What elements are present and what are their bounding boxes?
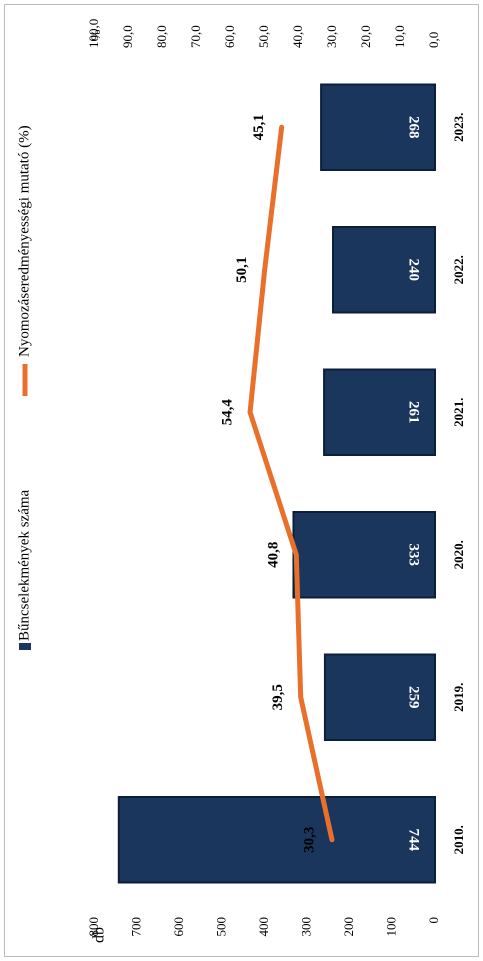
legend-label: Bűncselekmények száma [16,489,32,641]
line-value-label: 30,3 [301,827,317,853]
bar-value-label: 261 [406,401,422,424]
bar-value-label: 333 [406,544,422,567]
y-tick-label: 700 [128,917,143,937]
y2-tick-label: 30,0 [324,25,339,48]
bar [323,653,436,741]
y-tick-label: 200 [341,917,356,937]
bar [117,796,437,884]
bar [320,83,437,171]
x-tick-label: 2021. [451,398,466,427]
y2-tick-label: 100,0 [86,19,101,48]
bar-value-label: 259 [406,686,422,709]
line-value-label: 54,4 [219,399,235,426]
bar [332,226,436,314]
bar-value-label: 240 [406,259,422,282]
bar-value-label: 744 [406,829,422,852]
bar [292,511,436,599]
y-tick-label: 300 [298,917,313,937]
y-tick-label: 600 [171,917,186,937]
x-tick-label: 2010. [451,825,466,854]
y2-tick-label: 10,0 [392,25,407,48]
line-value-label: 40,8 [266,542,282,568]
legend-label: Nyomozáseredményességi mutató (%) [16,125,32,357]
y-tick-label: 500 [213,917,228,937]
y2-tick-label: 50,0 [256,25,271,48]
legend-swatch [19,643,31,650]
y2-tick-label: 20,0 [358,25,373,48]
y2-tick-label: 40,0 [290,25,305,48]
y-axis-label: db [91,927,108,943]
x-tick-label: 2020. [451,540,466,569]
x-tick-label: 2022. [451,255,466,284]
bar-value-label: 268 [406,116,422,139]
y-tick-label: 0 [426,917,441,924]
y2-tick-label: 60,0 [222,25,237,48]
y2-tick-label: 70,0 [188,25,203,48]
y2-tick-label: 90,0 [120,25,135,48]
line [247,124,335,843]
y-tick-label: 800 [86,917,101,937]
line-value-label: 50,1 [234,257,250,283]
line-value-label: 39,5 [270,684,286,710]
y2-axis-label: % [88,29,103,40]
x-tick-label: 2023. [451,113,466,142]
x-tick-label: 2019. [451,683,466,712]
y-tick-label: 100 [383,917,398,937]
bar [323,368,437,456]
y2-tick-label: 80,0 [154,25,169,48]
y2-tick-label: 0,0 [426,32,441,48]
y-tick-label: 400 [256,917,271,937]
rotated-chart: db % 0 100 200 300 400 500 600 700 800 0,0 10,0 20,… [16,19,466,943]
line-value-label: 45,1 [251,114,267,140]
